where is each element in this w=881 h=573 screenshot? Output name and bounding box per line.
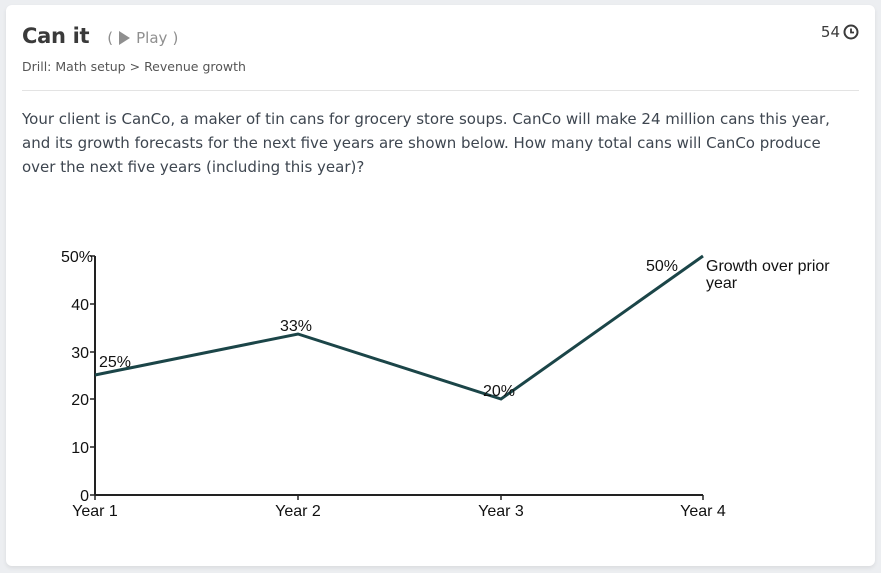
- svg-text:0: 0: [80, 488, 89, 505]
- x-tick-labels: Year 1 Year 2 Year 3 Year 4: [72, 503, 726, 520]
- svg-text:20%: 20%: [483, 383, 515, 400]
- growth-line: [94, 254, 704, 401]
- series-label: Growth over prior year: [706, 258, 830, 292]
- svg-text:50%: 50%: [646, 258, 678, 275]
- x-ticks: [94, 495, 704, 500]
- data-labels: 25% 33% 20% 50%: [99, 258, 678, 400]
- svg-text:50%: 50%: [61, 249, 93, 266]
- svg-text:Year 1: Year 1: [72, 503, 118, 520]
- breadcrumb-separator: >: [129, 59, 141, 74]
- svg-text:25%: 25%: [99, 354, 131, 371]
- svg-text:Growth over prior: Growth over prior: [706, 258, 830, 275]
- play-icon: [119, 31, 131, 45]
- page-title: Can it: [22, 24, 90, 48]
- svg-text:10: 10: [71, 440, 89, 457]
- breadcrumb: Drill: Math setup > Revenue growth: [22, 59, 246, 74]
- breadcrumb-drill: Drill: Math setup: [22, 59, 126, 74]
- y-tick-labels: 0 10 20 30 40 50%: [61, 249, 93, 505]
- question-card: [6, 5, 875, 566]
- y-ticks: [90, 255, 95, 496]
- svg-text:Year 2: Year 2: [275, 503, 321, 520]
- svg-text:40: 40: [71, 297, 89, 314]
- header-divider: [22, 90, 859, 91]
- question-text: Your client is CanCo, a maker of tin can…: [22, 110, 830, 176]
- breadcrumb-topic: Revenue growth: [144, 59, 246, 74]
- svg-text:Year 4: Year 4: [680, 503, 726, 520]
- title-row: Can it ( Play ): [22, 24, 178, 48]
- clock-icon: [843, 24, 859, 40]
- svg-text:year: year: [706, 275, 738, 292]
- svg-text:Year 3: Year 3: [478, 503, 524, 520]
- timer: 54: [821, 23, 859, 41]
- svg-text:30: 30: [71, 345, 89, 362]
- timer-value: 54: [820, 23, 840, 41]
- svg-text:33%: 33%: [280, 318, 312, 335]
- svg-text:20: 20: [71, 392, 89, 409]
- play-button[interactable]: ( Play ): [107, 29, 179, 47]
